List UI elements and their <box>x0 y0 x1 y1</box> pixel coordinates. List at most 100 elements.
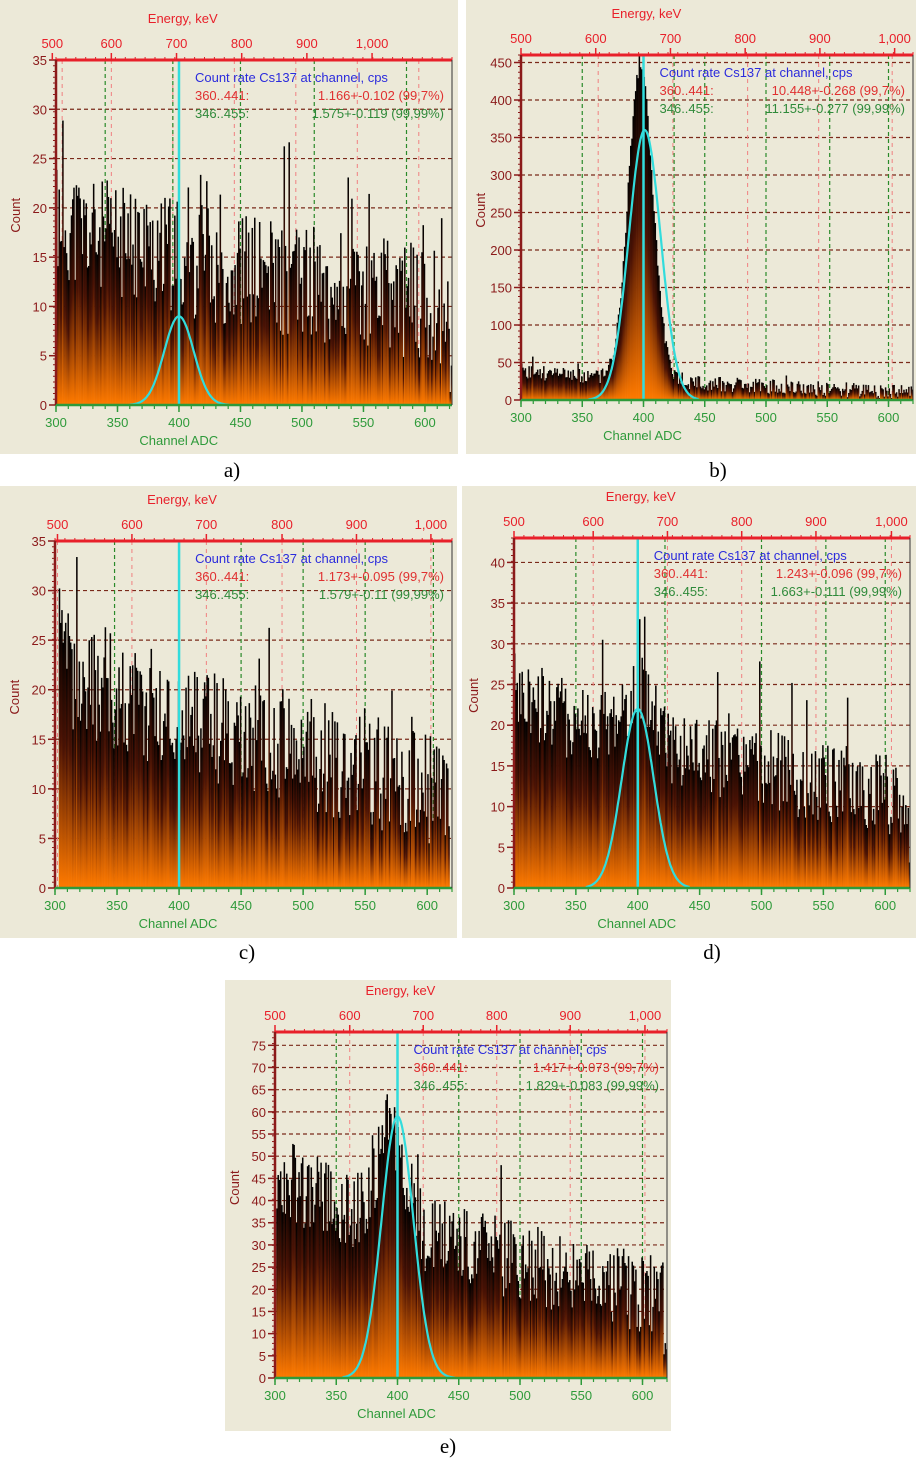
histogram-bar <box>600 695 603 888</box>
histogram-bar <box>77 716 79 888</box>
histogram-bar <box>872 393 875 400</box>
histogram-bar <box>566 1271 569 1378</box>
histogram-bar <box>437 816 439 888</box>
histogram-bar <box>321 1201 324 1378</box>
histogram-bar <box>608 754 610 888</box>
histogram-bar <box>792 392 795 400</box>
histogram-bar <box>331 1224 333 1378</box>
histogram-bar <box>426 1255 429 1378</box>
histogram-bar <box>71 199 74 405</box>
histogram-bar <box>774 391 777 400</box>
histogram-bar <box>388 821 391 888</box>
histogram-bar <box>554 368 556 400</box>
x2-tick-label: 800 <box>486 1008 508 1023</box>
histogram-bar <box>548 680 551 888</box>
histogram-bar <box>557 375 560 400</box>
histogram-bar <box>721 744 724 888</box>
histogram-bar <box>353 1181 355 1378</box>
chart-panel-e: 0 5 10 15 20 25 30 35 40 45 50 55 60 65 70 75 300 350 400 4… <box>225 980 671 1431</box>
histogram-bar <box>518 1297 521 1378</box>
x2-tick-label: 600 <box>121 517 143 532</box>
histogram-bar <box>874 824 876 888</box>
histogram-bar <box>448 826 450 888</box>
histogram-bar <box>295 740 298 888</box>
histogram-bar <box>907 807 910 888</box>
x2-tick-label: 800 <box>731 514 753 529</box>
histogram-bar <box>462 1269 464 1378</box>
histogram-bar <box>625 1265 627 1378</box>
histogram-bar <box>721 381 724 400</box>
histogram-bar <box>767 761 770 888</box>
histogram-bar <box>708 720 710 888</box>
caption-a: a) <box>223 458 241 482</box>
histogram-bar <box>438 748 440 888</box>
histogram-bar <box>898 389 900 400</box>
histogram-bar <box>606 716 609 888</box>
histogram-bar <box>293 727 295 888</box>
histogram-bar <box>258 658 261 888</box>
histogram-bar <box>752 381 755 400</box>
histogram-bar <box>182 735 185 888</box>
histogram-bar <box>170 745 172 888</box>
histogram-bar <box>285 271 288 405</box>
histogram-bar <box>872 808 875 888</box>
histogram-bar <box>787 740 790 888</box>
histogram-bar <box>682 385 685 400</box>
histogram-bar <box>380 252 383 405</box>
histogram-bar <box>341 326 343 405</box>
histogram-bar <box>622 1248 625 1378</box>
histogram-bar <box>839 790 841 888</box>
y-tick-label: 200 <box>490 243 512 258</box>
histogram-bar <box>756 760 759 888</box>
histogram-bar <box>289 753 292 888</box>
histogram-bar <box>681 785 683 888</box>
histogram-bar <box>614 1292 616 1378</box>
histogram-bar <box>683 385 686 400</box>
histogram-bar <box>197 288 199 405</box>
histogram-bar <box>827 745 829 888</box>
histogram-bar <box>145 204 148 405</box>
histogram-bar <box>408 316 411 405</box>
histogram-bar <box>58 189 60 405</box>
histogram-bar <box>136 670 139 888</box>
histogram-bar <box>405 307 407 405</box>
histogram-bar <box>433 1266 435 1378</box>
histogram-bar <box>127 213 129 405</box>
histogram-bar <box>786 801 788 888</box>
histogram-bar <box>400 270 402 405</box>
histogram-bar <box>609 1254 611 1378</box>
histogram-bar <box>357 1172 359 1378</box>
histogram-bar <box>288 1195 290 1378</box>
histogram-bar <box>867 385 870 400</box>
histogram-bar <box>757 382 759 400</box>
histogram-bar <box>624 1263 626 1378</box>
histogram-bar <box>634 91 637 400</box>
histogram-bar <box>221 722 223 888</box>
histogram-bar <box>664 752 667 888</box>
histogram-bar <box>666 347 669 400</box>
y-tick-label: 75 <box>252 1038 266 1053</box>
histogram-bar <box>113 230 116 405</box>
histogram-bar <box>616 1248 619 1378</box>
histogram-bar <box>870 766 872 888</box>
histogram-bar <box>570 371 572 400</box>
histogram-bar <box>204 254 207 405</box>
histogram-bar <box>658 275 660 400</box>
histogram-bar <box>231 270 234 405</box>
histogram-bar <box>792 753 794 888</box>
histogram-bar <box>327 1164 330 1378</box>
histogram-bar <box>542 676 544 888</box>
histogram-bar <box>521 1245 523 1378</box>
histogram-bar <box>343 1214 346 1378</box>
histogram-bar <box>887 824 890 888</box>
histogram-bar <box>674 370 676 400</box>
histogram-bar <box>566 377 568 400</box>
histogram-bar <box>161 291 164 405</box>
histogram-bar <box>539 1266 542 1378</box>
histogram-bar <box>327 318 330 405</box>
histogram-bar <box>557 683 559 888</box>
histogram-bar <box>649 155 652 400</box>
histogram-bar <box>256 295 258 405</box>
histogram-bar <box>538 742 541 888</box>
histogram-bar <box>251 227 254 405</box>
